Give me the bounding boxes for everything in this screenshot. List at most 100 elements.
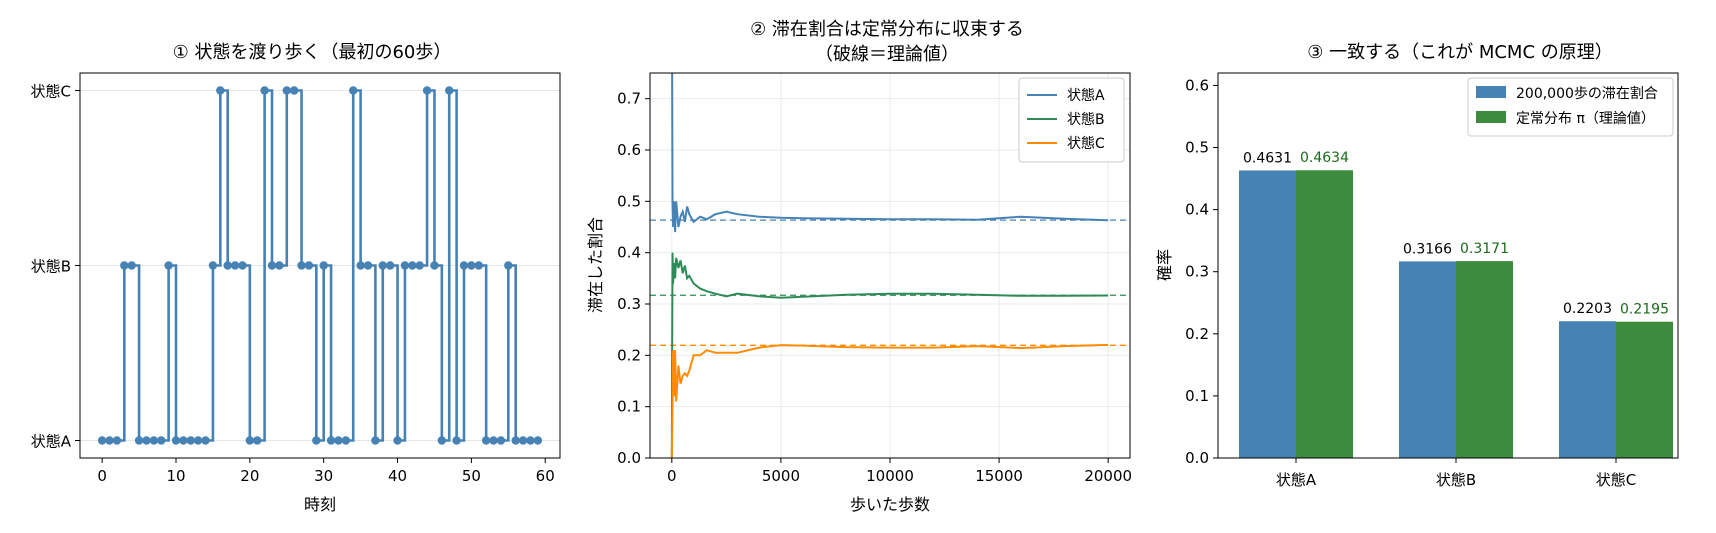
panel-3-legend-box [1467, 77, 1674, 137]
panel-2-x-tick-label: 0 [667, 467, 677, 485]
panel-1-point [430, 261, 439, 270]
panel-1-x-tick-label: 30 [314, 467, 333, 485]
panel-1-point [504, 261, 513, 270]
panel-1-point [216, 86, 225, 95]
panel-1-x-tick-label: 50 [462, 467, 481, 485]
panel-3-y-tick-label: 0.2 [1185, 325, 1209, 343]
panel-1-x-tick-label: 60 [536, 467, 555, 485]
panel-1-point [164, 261, 173, 270]
panel-1-title: ① 状態を渡り歩く（最初の60歩） [173, 42, 452, 63]
panel-2-x-tick-label: 10000 [866, 467, 914, 485]
panel-2: ② 滞在割合は定常分布に収束する （破線＝理論値） 0 5000 10000 1500… [586, 19, 1132, 514]
panel-2-legend-label: 状態B [1067, 112, 1105, 128]
panel-1-point [312, 436, 321, 445]
panel-1-point [459, 261, 469, 270]
panel-1-point [112, 436, 122, 445]
panel-3-x-tick-label: 状態B [1436, 471, 1476, 489]
panel-3-legend-swatch [1476, 111, 1506, 123]
panel-1-point [157, 436, 166, 445]
panel-1-point [304, 261, 314, 270]
panel-1-point [326, 436, 336, 445]
panel-2-y-tick-label: 0.4 [617, 244, 641, 262]
panel-1-point [526, 436, 535, 445]
panel-1-point [149, 436, 159, 445]
panel-1-x-tick-label: 20 [240, 467, 259, 485]
panel-1-point [518, 436, 528, 445]
panel-2-series-line [670, 343, 1109, 458]
panel-1-x-axis-label: 時刻 [304, 495, 336, 514]
panel-3-y-tick-label: 0.6 [1185, 76, 1209, 94]
panel-2-subtitle: （破線＝理論値） [815, 44, 959, 65]
panel-2-y-tick-label: 0.7 [617, 90, 641, 108]
panel-1-point [105, 436, 114, 445]
panel-1-point [378, 261, 387, 270]
panel-1-x-tick-label: 40 [388, 467, 407, 485]
panel-2-y-axis-label: 滞在した割合 [586, 217, 605, 313]
panel-3-bar [1559, 321, 1616, 458]
panel-1-point [171, 436, 181, 445]
panel-2-y-tick-label: 0.1 [617, 398, 641, 416]
panel-1-point [193, 436, 203, 445]
panel-1: ① 状態を渡り歩く（最初の60歩） 0 10 20 30 40 50 60 状態A 状態B 状態… [31, 42, 561, 514]
panel-1-point [260, 86, 269, 95]
panel-2-y-tick-label: 0.5 [617, 192, 641, 210]
panel-1-point [356, 261, 365, 270]
panel-1-point [319, 261, 328, 270]
panel-2-series-line [671, 73, 1109, 233]
panel-1-point [186, 436, 195, 445]
panel-1-x-tick-label: 0 [97, 467, 107, 485]
panel-3-legend-swatch [1476, 86, 1506, 98]
panel-1-point [297, 261, 306, 270]
panel-1-point [452, 436, 461, 445]
panel-2-legend-label: 状態A [1067, 88, 1105, 104]
panel-1-point [120, 261, 129, 270]
panel-1-point [238, 261, 247, 270]
panel-1-point [363, 261, 373, 270]
panel-1-point [437, 436, 447, 445]
panel-1-y-tick-label: 状態A [31, 433, 72, 451]
panel-3-bar-label: 0.4631 [1243, 150, 1292, 166]
panel-2-series-line [670, 252, 1109, 458]
panel-3-bar-label: 0.2195 [1620, 302, 1669, 318]
panel-1-point [127, 261, 136, 270]
panel-3-bar [1239, 170, 1296, 458]
panel-2-x-tick-label: 15000 [975, 467, 1023, 485]
panel-1-point [467, 261, 476, 270]
panel-3-bar [1456, 261, 1513, 458]
panel-3-x-tick-label: 状態C [1596, 471, 1636, 489]
panel-1-point [267, 261, 277, 270]
panel-1-point [415, 261, 424, 270]
panel-2-title: ② 滞在割合は定常分布に収束する [750, 19, 1024, 40]
panel-3-bar [1399, 261, 1456, 458]
panel-1-point [422, 86, 432, 95]
panel-2-legend-box [1018, 77, 1125, 163]
panel-1-point [97, 436, 107, 445]
panel-1-point [223, 261, 232, 270]
panel-1-point [253, 436, 262, 445]
panel-3-legend-label: 定常分布 π（理論値） [1516, 111, 1655, 127]
panel-1-point [393, 436, 402, 445]
panel-1-y-tick-label: 状態B [31, 258, 71, 276]
panel-3-title: ③ 一致する（これが MCMC の原理） [1307, 42, 1613, 63]
panel-1-point [408, 261, 417, 270]
panel-3-bar-label: 0.3166 [1403, 241, 1452, 257]
panel-1-point [134, 436, 144, 445]
panel-2-x-tick-label: 20000 [1084, 467, 1132, 485]
panel-3-legend-label: 200,000歩の滞在割合 [1516, 85, 1658, 102]
panel-3-y-tick-label: 0.3 [1185, 263, 1209, 281]
panel-3-bar [1616, 321, 1673, 458]
panel-3-plot-frame [1217, 72, 1679, 459]
panel-1-point [511, 436, 520, 445]
panel-2-y-tick-label: 0.3 [617, 295, 641, 313]
panel-3: ③ 一致する（これが MCMC の原理） 0.4631 0.3166 0.2203 0… [1155, 42, 1679, 489]
panel-1-point [489, 436, 498, 445]
panel-1-point [496, 436, 506, 445]
panel-1-point [179, 436, 188, 445]
panel-1-point [371, 436, 380, 445]
panel-2-legend-label: 状態C [1067, 136, 1105, 152]
panel-1-point [142, 436, 151, 445]
panel-2-x-tick-label: 5000 [762, 467, 800, 485]
panel-2-y-tick-label: 0.0 [617, 449, 641, 467]
